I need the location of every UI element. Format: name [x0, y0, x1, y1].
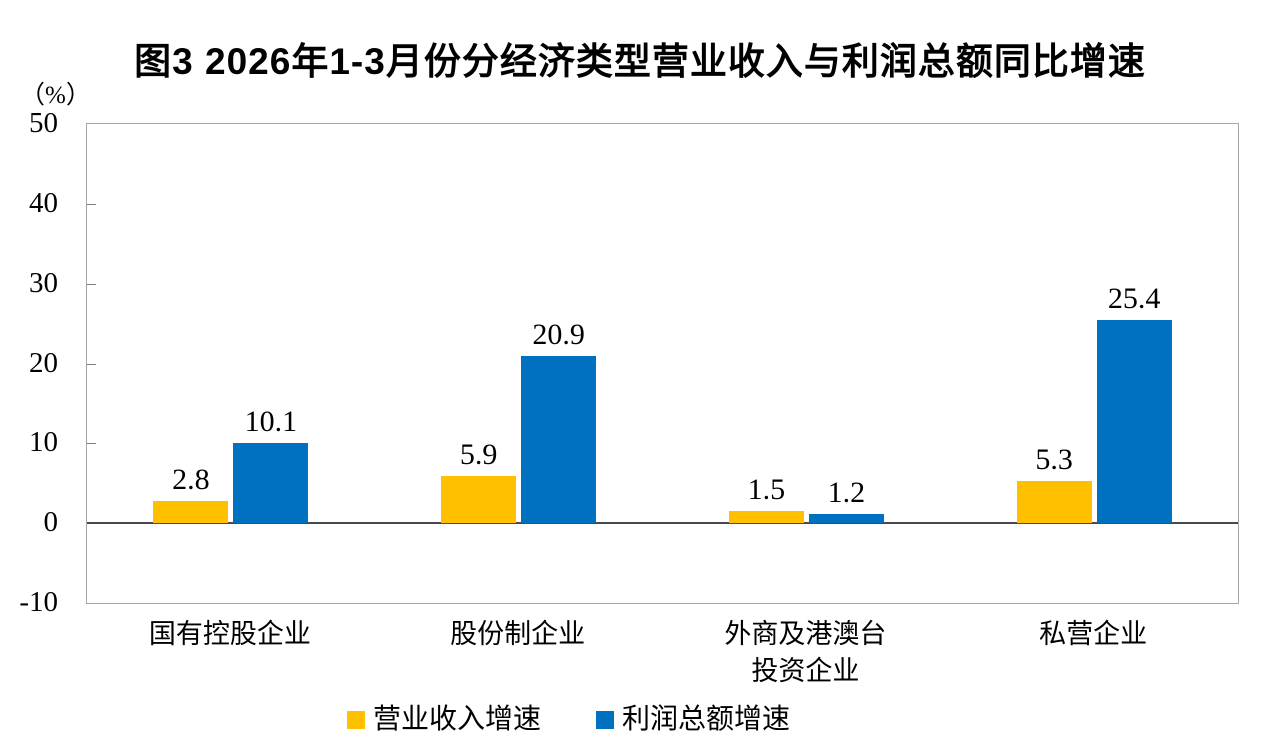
y-tick-label: 10	[29, 426, 58, 459]
y-tick-label: 40	[29, 186, 58, 219]
chart-title: 图3 2026年1-3月份分经济类型营业收入与利润总额同比增速	[134, 41, 1146, 82]
plot-area: 2.8 10.1 5.9 20.9 1.5 1.2 5.3 25.4	[86, 123, 1239, 604]
y-axis-tick	[87, 203, 96, 205]
bar	[521, 356, 597, 524]
legend-item: 利润总额增速	[596, 702, 790, 738]
bar-value-label: 5.9	[459, 438, 498, 472]
y-tick-label: 30	[29, 266, 58, 299]
y-axis-tick	[87, 443, 96, 445]
bar	[1016, 480, 1092, 524]
x-category-label: 外商及港澳台 投资企业	[724, 619, 887, 686]
x-category-label: 股份制企业	[450, 619, 586, 649]
bar	[1096, 320, 1172, 524]
zero-axis-line	[87, 522, 1238, 525]
bar-value-label: 2.8	[172, 462, 210, 496]
bar	[153, 500, 229, 524]
bar	[808, 513, 884, 524]
bar-value-label: 25.4	[1107, 282, 1161, 316]
x-category-label: 私营企业	[1039, 619, 1148, 649]
y-axis-unit-label: （%）	[20, 82, 91, 109]
y-axis-tick	[87, 283, 96, 285]
bar-value-label: 1.2	[827, 475, 866, 509]
y-tick-label: 20	[29, 346, 58, 379]
legend-label: 利润总额增速	[622, 704, 791, 735]
y-tick-label: 0	[43, 506, 59, 539]
legend-item: 营业收入增速	[347, 702, 541, 738]
y-tick-label: 50	[29, 107, 58, 139]
legend-swatch	[347, 711, 365, 729]
x-category-label: 国有控股企业	[148, 619, 311, 649]
bar	[728, 511, 804, 524]
bar-value-label: 20.9	[532, 318, 585, 352]
y-axis-tick	[87, 363, 96, 365]
bar-value-label: 10.1	[244, 404, 298, 438]
legend: 营业收入增速 利润总额增速	[347, 702, 790, 738]
bar	[233, 442, 309, 524]
legend-label: 营业收入增速	[373, 704, 542, 735]
legend-swatch	[596, 711, 615, 729]
y-tick-label: -10	[19, 586, 58, 618]
bar	[441, 476, 517, 524]
bar-value-label: 1.5	[747, 473, 786, 507]
bar-value-label: 5.3	[1035, 442, 1073, 476]
